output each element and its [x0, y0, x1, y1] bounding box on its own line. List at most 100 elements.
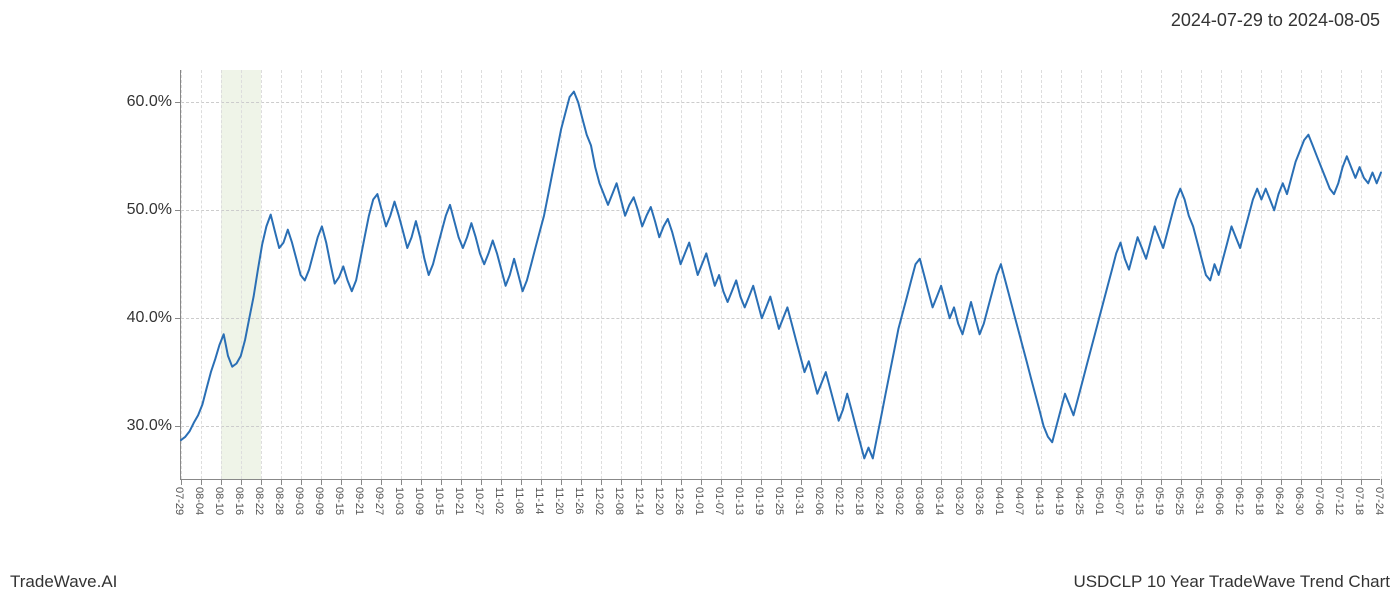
x-tick-label: 03-14 [933, 487, 945, 515]
x-tick-label: 04-25 [1073, 487, 1085, 515]
x-tick-mark [1201, 479, 1202, 485]
x-tick-mark [1361, 479, 1362, 485]
x-tick-mark [601, 479, 602, 485]
x-tick-mark [221, 479, 222, 485]
y-tick-mark [175, 102, 181, 103]
x-tick-mark [1341, 479, 1342, 485]
x-tick-label: 07-12 [1333, 487, 1345, 515]
x-tick-label: 11-26 [573, 487, 585, 514]
x-tick-mark [961, 479, 962, 485]
x-tick-label: 06-12 [1233, 487, 1245, 515]
x-tick-mark [441, 479, 442, 485]
x-tick-label: 10-21 [453, 487, 465, 515]
y-tick-label: 50.0% [112, 201, 172, 219]
x-tick-mark [581, 479, 582, 485]
x-tick-mark [1161, 479, 1162, 485]
x-tick-mark [621, 479, 622, 485]
x-tick-label: 09-21 [353, 487, 365, 515]
x-tick-label: 08-16 [233, 487, 245, 515]
x-tick-mark [821, 479, 822, 485]
x-tick-label: 08-28 [273, 487, 285, 515]
x-tick-mark [1101, 479, 1102, 485]
x-tick-mark [1301, 479, 1302, 485]
x-tick-label: 06-18 [1253, 487, 1265, 515]
x-tick-mark [181, 479, 182, 485]
series-line [181, 92, 1381, 459]
x-tick-label: 02-06 [813, 487, 825, 515]
x-tick-mark [1241, 479, 1242, 485]
date-range-label: 2024-07-29 to 2024-08-05 [1171, 10, 1380, 31]
y-tick-label: 40.0% [112, 309, 172, 327]
x-tick-label: 04-07 [1013, 487, 1025, 515]
x-tick-mark [281, 479, 282, 485]
x-tick-mark [521, 479, 522, 485]
x-tick-label: 06-30 [1293, 487, 1305, 515]
x-tick-mark [1121, 479, 1122, 485]
x-tick-label: 05-13 [1133, 487, 1145, 515]
x-tick-label: 06-24 [1273, 487, 1285, 515]
x-tick-label: 12-26 [673, 487, 685, 515]
x-tick-label: 06-06 [1213, 487, 1225, 515]
x-tick-mark [1081, 479, 1082, 485]
x-tick-label: 04-13 [1033, 487, 1045, 515]
x-tick-label: 09-09 [313, 487, 325, 515]
y-tick-label: 30.0% [112, 417, 172, 435]
x-tick-mark [881, 479, 882, 485]
x-tick-mark [321, 479, 322, 485]
x-tick-mark [461, 479, 462, 485]
x-tick-label: 02-12 [833, 487, 845, 515]
y-tick-mark [175, 210, 181, 211]
x-tick-label: 12-02 [593, 487, 605, 515]
x-tick-mark [401, 479, 402, 485]
x-tick-label: 12-08 [613, 487, 625, 515]
x-tick-label: 07-24 [1373, 487, 1385, 515]
y-tick-mark [175, 426, 181, 427]
x-tick-mark [941, 479, 942, 485]
x-tick-mark [1021, 479, 1022, 485]
x-tick-mark [241, 479, 242, 485]
x-tick-mark [701, 479, 702, 485]
y-tick-mark [175, 318, 181, 319]
x-tick-mark [381, 479, 382, 485]
x-tick-mark [681, 479, 682, 485]
x-tick-label: 08-10 [213, 487, 225, 515]
x-tick-label: 11-02 [493, 487, 505, 514]
x-tick-label: 01-13 [733, 487, 745, 515]
x-tick-mark [781, 479, 782, 485]
x-tick-mark [561, 479, 562, 485]
x-tick-label: 12-20 [653, 487, 665, 515]
x-tick-label: 02-24 [873, 487, 885, 515]
x-tick-label: 01-01 [693, 487, 705, 515]
x-tick-label: 03-08 [913, 487, 925, 515]
x-tick-label: 05-19 [1153, 487, 1165, 515]
x-tick-mark [641, 479, 642, 485]
x-tick-label: 09-27 [373, 487, 385, 515]
x-tick-mark [841, 479, 842, 485]
x-tick-label: 05-01 [1093, 487, 1105, 515]
x-tick-label: 04-01 [993, 487, 1005, 515]
x-tick-mark [1141, 479, 1142, 485]
plot-area: 07-2908-0408-1008-1608-2208-2809-0309-09… [180, 70, 1380, 480]
x-tick-mark [361, 479, 362, 485]
grid-v [1381, 70, 1382, 479]
x-tick-mark [1381, 479, 1382, 485]
x-tick-mark [201, 479, 202, 485]
x-tick-label: 10-27 [473, 487, 485, 515]
brand-label: TradeWave.AI [10, 572, 117, 592]
x-tick-mark [261, 479, 262, 485]
x-tick-label: 01-31 [793, 487, 805, 515]
x-tick-label: 10-09 [413, 487, 425, 515]
x-tick-mark [301, 479, 302, 485]
x-tick-mark [421, 479, 422, 485]
x-tick-label: 04-19 [1053, 487, 1065, 515]
x-tick-label: 03-02 [893, 487, 905, 515]
x-tick-label: 03-26 [973, 487, 985, 515]
x-tick-label: 11-14 [533, 487, 545, 514]
x-tick-mark [801, 479, 802, 485]
x-tick-mark [1001, 479, 1002, 485]
x-tick-mark [921, 479, 922, 485]
chart-title: USDCLP 10 Year TradeWave Trend Chart [1073, 572, 1390, 592]
x-tick-mark [1321, 479, 1322, 485]
x-tick-label: 11-20 [553, 487, 565, 514]
x-tick-label: 03-20 [953, 487, 965, 515]
